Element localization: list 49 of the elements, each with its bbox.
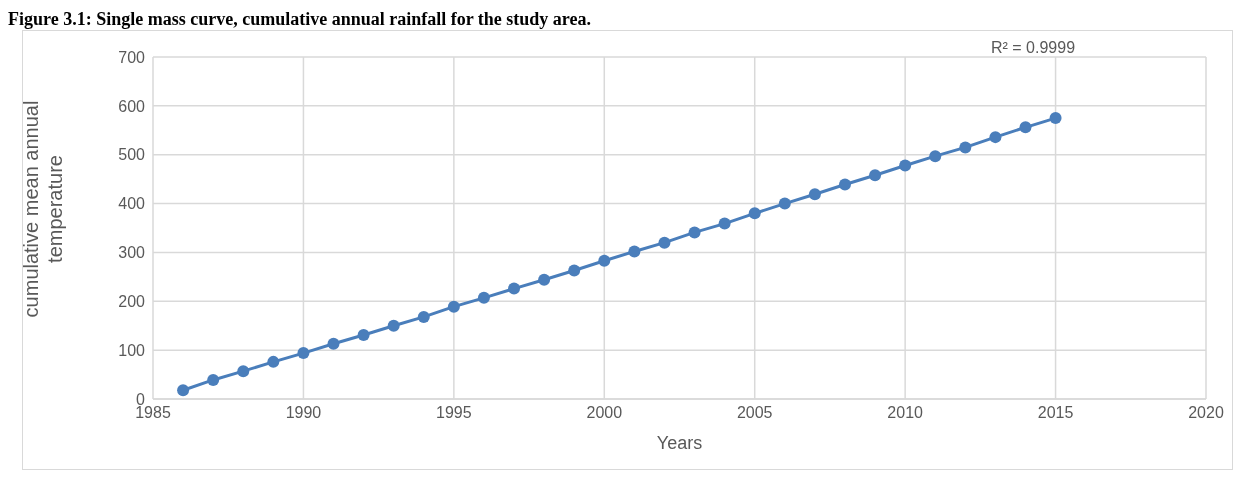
x-tick-label: 1985 [135,404,171,422]
x-tick-label: 2020 [1188,404,1224,422]
point [568,264,581,277]
chart-title: Figure 3.1: Single mass curve, cumulative annual rainfall for the study area. [8,8,592,30]
x-tick-label: 2010 [887,404,924,422]
point [778,197,791,210]
y-tick-label: 200 [118,292,146,310]
x-tick-label: 2000 [586,404,623,422]
x-tick-label: 2015 [1037,404,1074,422]
y-tick-label: 600 [118,97,146,115]
point [447,300,460,313]
point [869,169,882,182]
point [207,373,220,386]
point [628,245,641,258]
y-tick-label: 400 [118,195,146,213]
point [387,319,400,332]
point [808,188,821,201]
y-tick-label: 700 [118,48,146,66]
x-tick-label: 1990 [285,404,322,422]
point [929,150,942,163]
x-axis-title: Years [656,433,703,453]
point [477,291,490,304]
point [899,159,912,172]
x-tick-label: 2005 [736,404,773,422]
point [508,282,521,295]
point [688,226,701,239]
y-tick-label: 500 [118,146,146,164]
point [357,329,370,341]
point [718,217,731,230]
point [237,365,250,378]
point [417,310,430,323]
point [598,254,611,267]
y-axis-title: cumulative mean annual temperature [19,99,67,320]
x-tick-label: 1995 [436,404,472,422]
point [959,141,972,154]
point [748,207,761,220]
point [267,355,280,368]
point [1049,112,1062,125]
point [327,337,340,350]
point [1019,121,1032,134]
point [297,347,310,360]
y-tick-label: 300 [118,244,146,262]
point [177,384,190,397]
point [538,273,551,286]
point [838,178,851,191]
text: R² = 0.9999 [991,39,1076,57]
y-tick-label: 100 [118,341,146,359]
point [658,236,671,249]
point [989,131,1002,144]
